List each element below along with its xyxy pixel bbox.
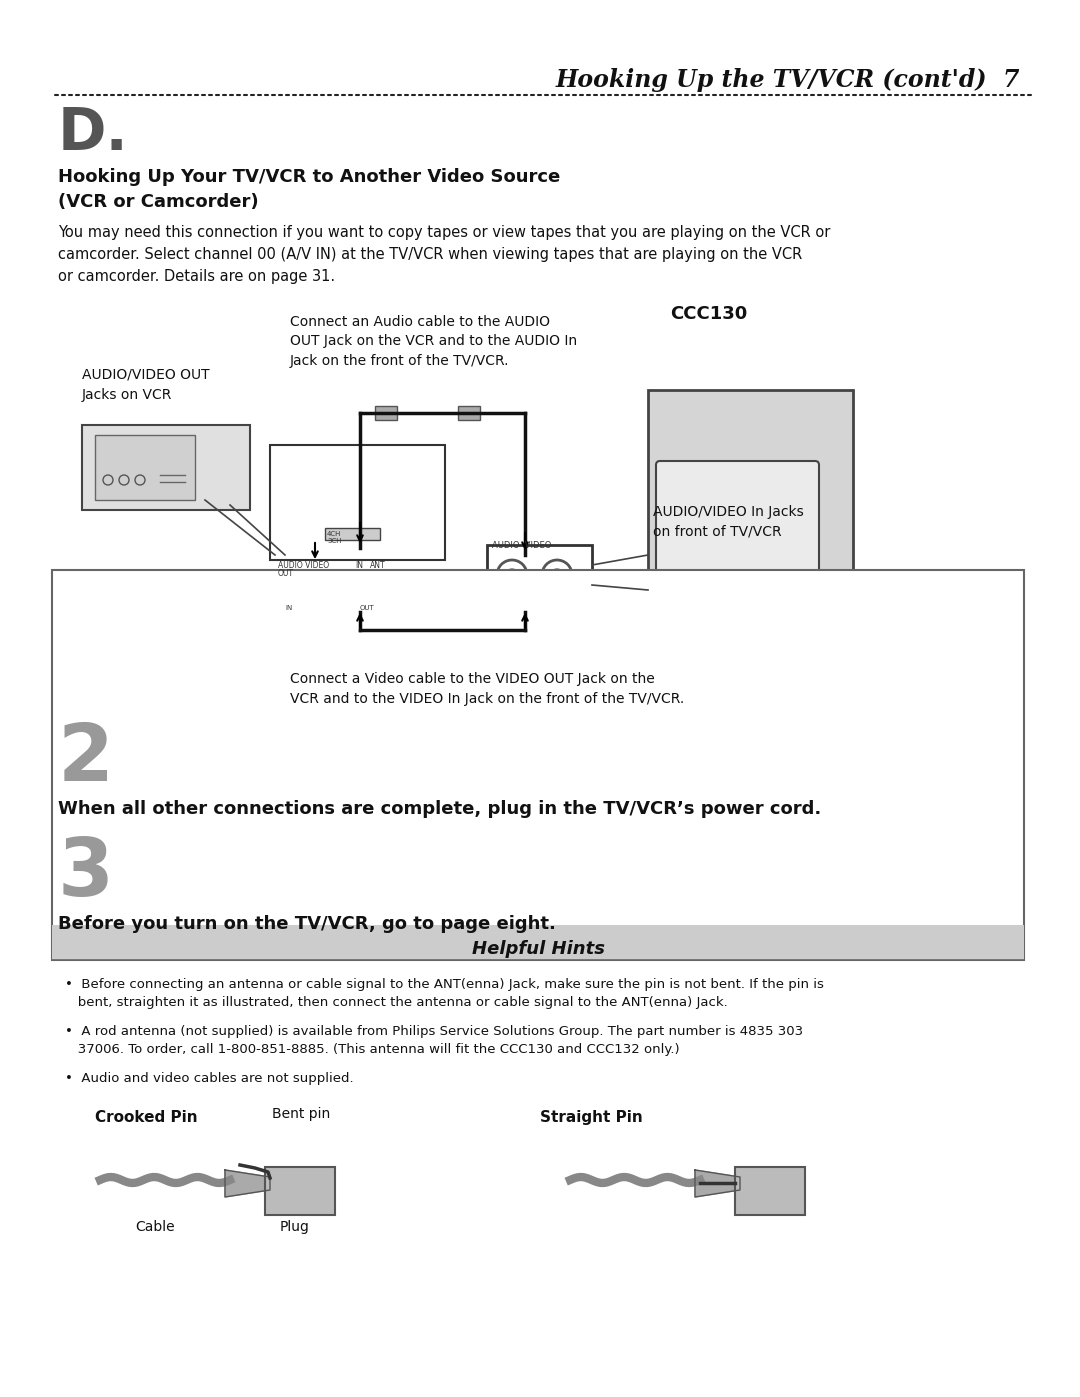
Bar: [52, 925, 1024, 960]
Text: IN: IN: [285, 605, 293, 610]
Circle shape: [728, 615, 735, 622]
Bar: [270, 446, 445, 560]
Bar: [458, 623, 480, 637]
Text: Connect an Audio cable to the AUDIO
OUT Jack on the VCR and to the AUDIO In
Jack: Connect an Audio cable to the AUDIO OUT …: [291, 314, 577, 367]
Circle shape: [706, 615, 714, 622]
Text: Helpful Hints: Helpful Hints: [472, 940, 605, 958]
Text: AUDIO VIDEO: AUDIO VIDEO: [278, 562, 329, 570]
Text: CCC130: CCC130: [670, 305, 747, 323]
Text: When all other connections are complete, plug in the TV/VCR’s power cord.: When all other connections are complete,…: [58, 800, 821, 819]
Bar: [82, 425, 249, 510]
Circle shape: [816, 615, 824, 622]
FancyBboxPatch shape: [656, 461, 819, 615]
Polygon shape: [696, 1171, 740, 1197]
Text: •  A rod antenna (not supplied) is available from Philips Service Solutions Grou: • A rod antenna (not supplied) is availa…: [65, 1025, 804, 1056]
Bar: [458, 407, 480, 420]
Circle shape: [684, 615, 692, 622]
Bar: [375, 407, 397, 420]
Text: •  Audio and video cables are not supplied.: • Audio and video cables are not supplie…: [65, 1071, 353, 1085]
Text: OUT: OUT: [360, 605, 375, 610]
Circle shape: [662, 615, 670, 622]
Text: Bent pin: Bent pin: [272, 1106, 330, 1120]
Text: Hooking Up Your TV/VCR to Another Video Source
(VCR or Camcorder): Hooking Up Your TV/VCR to Another Video …: [58, 168, 561, 211]
Text: AUDIO  VIDEO: AUDIO VIDEO: [492, 541, 552, 550]
Text: Crooked Pin: Crooked Pin: [95, 1111, 198, 1125]
Text: Cable: Cable: [135, 1220, 175, 1234]
Text: OUT: OUT: [278, 569, 294, 578]
Text: 3: 3: [58, 835, 114, 914]
Bar: [95, 434, 195, 500]
Text: D.: D.: [58, 105, 129, 162]
Bar: [487, 545, 592, 610]
Text: AUDIO/VIDEO In Jacks
on front of TV/VCR: AUDIO/VIDEO In Jacks on front of TV/VCR: [653, 504, 804, 538]
Bar: [52, 570, 1024, 960]
Bar: [660, 631, 815, 650]
Text: AUDIO/VIDEO OUT
Jacks on VCR: AUDIO/VIDEO OUT Jacks on VCR: [82, 367, 210, 401]
Circle shape: [772, 615, 780, 622]
Bar: [735, 1166, 805, 1215]
Bar: [375, 623, 397, 637]
Text: Plug: Plug: [280, 1220, 310, 1234]
Text: Before you turn on the TV/VCR, go to page eight.: Before you turn on the TV/VCR, go to pag…: [58, 915, 556, 933]
Text: You may need this connection if you want to copy tapes or view tapes that you ar: You may need this connection if you want…: [58, 225, 831, 285]
Text: IN: IN: [355, 562, 363, 570]
Text: 3CH: 3CH: [327, 538, 341, 543]
Bar: [325, 528, 380, 541]
Text: Hooking Up the TV/VCR (cont'd)  7: Hooking Up the TV/VCR (cont'd) 7: [555, 68, 1020, 92]
Text: 4CH: 4CH: [327, 531, 341, 536]
Bar: [648, 390, 853, 650]
Text: ANT: ANT: [370, 562, 386, 570]
Polygon shape: [225, 1171, 270, 1197]
Circle shape: [750, 615, 758, 622]
Text: •  Before connecting an antenna or cable signal to the ANT(enna) Jack, make sure: • Before connecting an antenna or cable …: [65, 978, 824, 1009]
Text: Connect a Video cable to the VIDEO OUT Jack on the
VCR and to the VIDEO In Jack : Connect a Video cable to the VIDEO OUT J…: [291, 672, 685, 705]
Bar: [265, 1166, 335, 1215]
Circle shape: [794, 615, 802, 622]
Text: 2: 2: [58, 719, 114, 798]
Text: Straight Pin: Straight Pin: [540, 1111, 643, 1125]
